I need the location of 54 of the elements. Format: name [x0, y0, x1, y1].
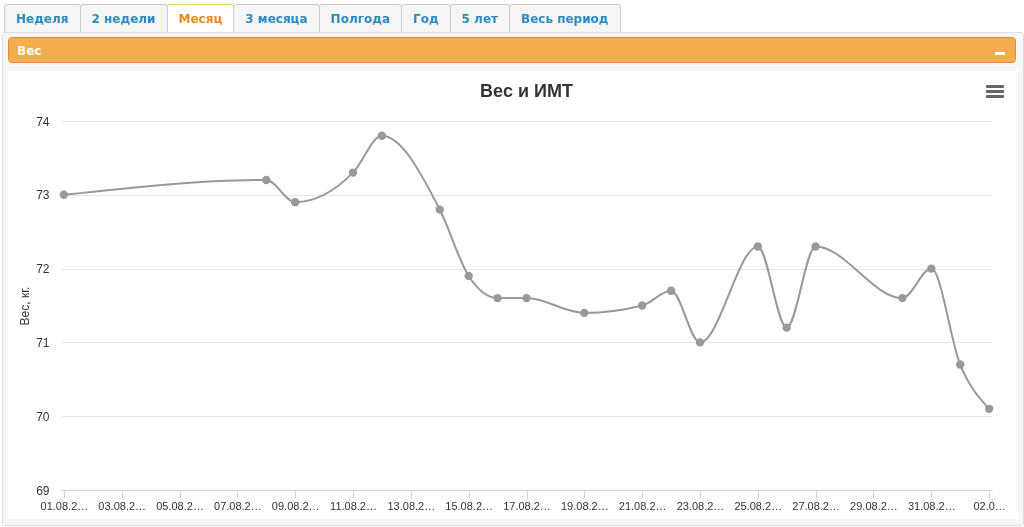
point: [435, 205, 444, 214]
x-tick-label: 23.08.2…: [676, 499, 725, 512]
x-tick-label: 11.08.2…: [330, 499, 377, 512]
point: [522, 293, 531, 303]
point: [927, 264, 936, 273]
point: [666, 286, 676, 295]
point: [348, 168, 358, 177]
point: [782, 323, 791, 332]
x-tick-label: 03.08.2…: [98, 499, 147, 512]
text: 5 лет: [449, 4, 510, 34]
y-tick-label: 70: [36, 409, 50, 424]
point: [956, 360, 965, 369]
point: [580, 308, 589, 318]
x-tick-label: 02.0…: [973, 499, 1006, 512]
point: [695, 338, 705, 347]
text: Неделя: [4, 4, 81, 34]
x-tick-label: 01.08.2…: [40, 499, 89, 512]
point: [262, 175, 271, 185]
point: [377, 131, 387, 140]
y-axis-title: Вес, кг.: [18, 286, 33, 326]
point: [898, 293, 907, 303]
text: Полгода: [318, 4, 402, 34]
point: [493, 293, 502, 303]
point: [59, 190, 69, 199]
x-tick-label: 21.08.2…: [618, 499, 667, 512]
x-tick-label: 15.08.2…: [445, 499, 494, 512]
x-tick-label: 17.08.2…: [503, 499, 551, 512]
x-tick-label: 07.08.2…: [214, 499, 262, 512]
y-tick-label: 71: [36, 335, 50, 350]
chart-title: Вес и ИМТ: [480, 81, 573, 101]
point: [984, 404, 994, 413]
x-tick-label: 29.08.2…: [850, 499, 898, 512]
point: [811, 242, 820, 251]
y-tick-label: 69: [36, 483, 50, 498]
point: [464, 271, 473, 281]
text: Год: [400, 4, 451, 34]
text: Весь период: [509, 4, 621, 34]
y-tick-label: 74: [36, 114, 50, 129]
text: Месяц: [166, 4, 235, 34]
x-tick-label: 19.08.2…: [560, 499, 609, 512]
text: 2 недели: [79, 4, 168, 34]
x-tick-label: 25.08.2…: [734, 499, 783, 512]
point: [291, 198, 300, 207]
text: 3 месяца: [233, 4, 320, 34]
x-tick-label: 27.08.2…: [792, 499, 840, 512]
point: [753, 242, 762, 251]
x-tick-label: 31.08.2…: [907, 499, 956, 512]
point: [637, 301, 647, 310]
x-tick-label: 13.08.2…: [387, 499, 436, 512]
text: Вес: [17, 44, 42, 58]
x-tick-label: 05.08.2…: [156, 499, 204, 512]
y-tick-label: 73: [36, 188, 50, 203]
y-tick-label: 72: [36, 262, 50, 277]
x-tick-label: 09.08.2…: [271, 499, 320, 512]
